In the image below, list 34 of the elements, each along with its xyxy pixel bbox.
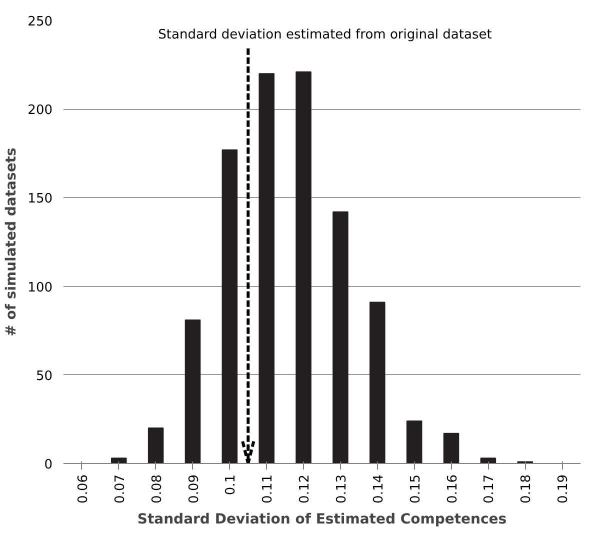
x-tick-label: 0.15 <box>408 474 424 504</box>
x-tick-label: 0.08 <box>150 474 165 504</box>
y-tick-label: 250 <box>28 14 53 30</box>
x-tick-label: 0.13 <box>334 474 350 504</box>
bar <box>111 458 127 464</box>
x-tick-label: 0.14 <box>371 474 386 504</box>
y-tick-label: 200 <box>28 103 53 118</box>
x-tick-label: 0.12 <box>298 474 313 504</box>
bar <box>370 302 386 464</box>
y-tick-label: 50 <box>36 368 53 384</box>
x-tick-label: 0.16 <box>445 474 460 504</box>
bar <box>443 432 460 464</box>
ref-line-label: Standard deviation estimated from original dataset <box>158 28 492 43</box>
bar <box>184 319 201 464</box>
y-tick-label: 100 <box>28 280 53 296</box>
x-tick-label: 0.07 <box>112 474 128 504</box>
x-tick-label: 0.18 <box>519 474 534 504</box>
y-tick-label: 0 <box>44 458 53 472</box>
bar <box>480 458 496 464</box>
bar <box>406 420 422 464</box>
x-tick-label: 0.09 <box>186 474 202 504</box>
bar <box>222 149 238 464</box>
x-tick-label: 0.1 <box>224 474 239 496</box>
x-axis-title: Standard Deviation of Estimated Competences <box>137 511 507 528</box>
x-tick-label: 0.19 <box>556 474 572 504</box>
y-tick-label: 150 <box>28 192 53 207</box>
bar <box>332 211 348 464</box>
bar <box>148 428 164 464</box>
x-tick-label: 0.11 <box>260 474 276 504</box>
bar <box>258 73 274 464</box>
x-tick-label: 0.06 <box>76 474 91 504</box>
x-tick-label: 0.17 <box>482 474 498 504</box>
bar <box>296 71 312 464</box>
y-axis-title: # of simulated datasets <box>4 148 20 336</box>
